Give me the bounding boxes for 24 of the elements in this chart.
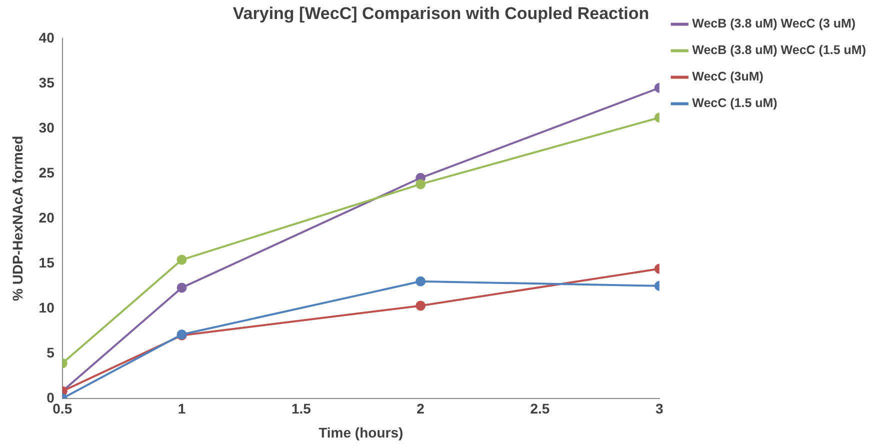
legend-label: WecC (1.5 uM) (692, 96, 778, 110)
y-tick-label: 35 (38, 74, 55, 90)
point (416, 276, 426, 286)
y-tick-label: 30 (38, 119, 55, 136)
legend-label: WecB (3.8 uM) WecC (1.5 uM) (692, 43, 866, 58)
y-tick-label: 40 (38, 29, 55, 46)
x-tick-label: 1.5 (291, 400, 312, 417)
y-tick-label: 20 (38, 209, 55, 226)
y-tick-label: 5 (46, 344, 55, 360)
x-tick-label: 0.5 (52, 400, 72, 417)
x-axis-title: Time (hours) (318, 424, 404, 440)
x-tick-label: 3 (655, 400, 664, 417)
x-tick-label: 1 (178, 400, 186, 417)
y-axis-title: % UDP-HexNAcA formed (9, 136, 26, 301)
chart-title: Varying [WecC] Comparison with Coupled Reaction (232, 4, 650, 23)
y-tick-label: 0 (46, 389, 55, 406)
legend-label: WecC (3uM) (692, 70, 764, 84)
x-tick-label: 2.5 (530, 400, 550, 417)
y-tick-label: 15 (38, 254, 55, 270)
point (176, 282, 187, 293)
y-tick-label: 10 (38, 299, 55, 316)
legend-label: WecB (3.8 uM) WecC (3 uM) (692, 16, 856, 31)
x-tick-label: 2 (416, 400, 425, 417)
y-tick-label: 25 (38, 164, 55, 180)
